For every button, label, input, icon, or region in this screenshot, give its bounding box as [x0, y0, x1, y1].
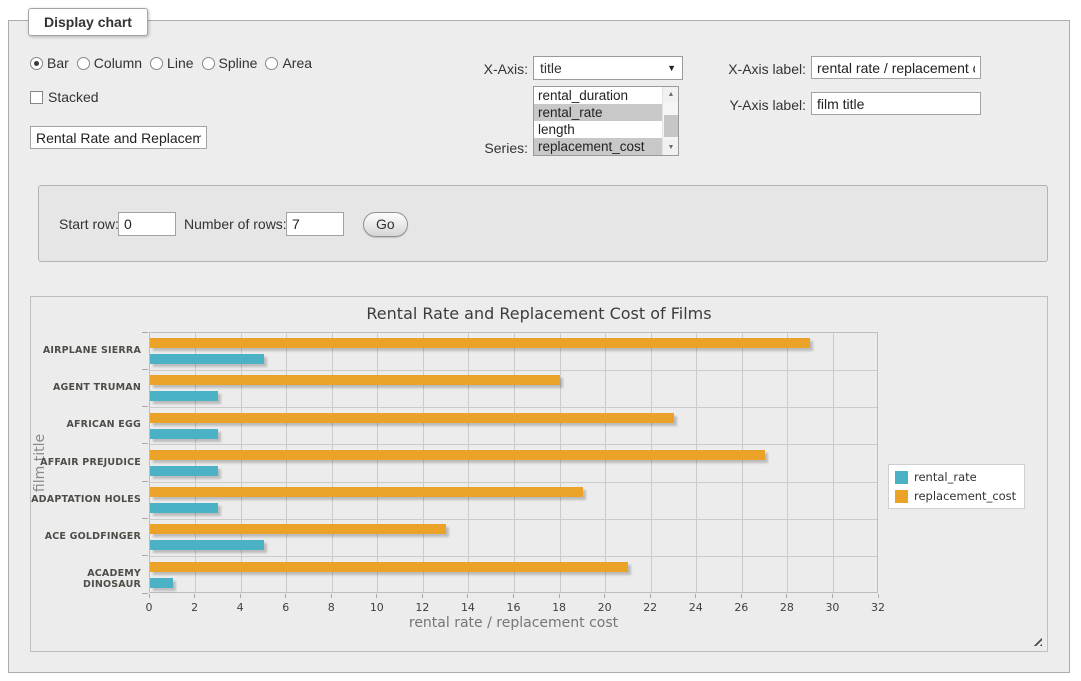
x-tick-label: 2: [180, 601, 210, 614]
radio-option-label: Spline: [219, 55, 258, 71]
y-tick-mark: [142, 555, 148, 556]
x-tick-label: 6: [271, 601, 301, 614]
legend-item-rental_rate: rental_rate: [895, 470, 1016, 484]
xaxis-select-label: X-Axis:: [456, 61, 528, 77]
x-axis-title: rental rate / replacement cost: [149, 615, 878, 631]
series-multiselect[interactable]: rental_durationrental_ratelengthreplacem…: [533, 86, 679, 156]
stacked-checkbox[interactable]: [30, 91, 43, 104]
go-button[interactable]: Go: [363, 212, 408, 237]
x-tick-label: 28: [772, 601, 802, 614]
series-option-length[interactable]: length: [534, 121, 678, 138]
legend-swatch: [895, 490, 908, 503]
x-tick-mark: [878, 594, 879, 598]
series-scrollbar[interactable]: ▲ ▼: [662, 87, 678, 155]
legend-swatch: [895, 471, 908, 484]
x-tick-mark: [786, 594, 787, 598]
x-tick-label: 30: [817, 601, 847, 614]
chart-type-option-spline[interactable]: Spline: [202, 55, 258, 71]
xaxis-label-input[interactable]: [811, 56, 981, 79]
x-tick-label: 0: [134, 601, 164, 614]
scrollbar-thumb[interactable]: [664, 115, 678, 137]
radio-option-label: Bar: [47, 55, 69, 71]
x-tick-mark: [331, 594, 332, 598]
xaxis-select[interactable]: title ▼: [533, 56, 683, 80]
yaxis-label-input[interactable]: [811, 92, 981, 115]
x-tick-label: 32: [863, 601, 893, 614]
series-option-rental_rate[interactable]: rental_rate: [534, 104, 678, 121]
x-tick-label: 20: [590, 601, 620, 614]
x-tick-label: 14: [453, 601, 483, 614]
radio-icon[interactable]: [202, 57, 215, 70]
fieldset-legend: Display chart: [28, 8, 148, 36]
chart-type-option-bar[interactable]: Bar: [30, 55, 69, 71]
x-tick-label: 18: [544, 601, 574, 614]
x-tick-mark: [513, 594, 514, 598]
chevron-down-icon: ▼: [667, 63, 676, 73]
x-tick-mark: [194, 594, 195, 598]
series-options: rental_durationrental_ratelengthreplacem…: [534, 87, 678, 155]
stacked-label: Stacked: [48, 89, 99, 105]
radio-option-label: Line: [167, 55, 193, 71]
chart-type-option-line[interactable]: Line: [150, 55, 193, 71]
number-of-rows-input[interactable]: [286, 212, 344, 236]
radio-icon[interactable]: [265, 57, 278, 70]
x-tick-mark: [695, 594, 696, 598]
start-row-input[interactable]: [118, 212, 176, 236]
x-tick-mark: [240, 594, 241, 598]
xaxis-select-value: title: [540, 60, 667, 76]
scroll-up-icon[interactable]: ▲: [663, 87, 679, 102]
chart-legend: rental_rate replacement_cost: [888, 464, 1025, 509]
radio-option-label: Area: [282, 55, 312, 71]
x-tick-mark: [149, 594, 150, 598]
x-tick-mark: [832, 594, 833, 598]
radio-icon[interactable]: [150, 57, 163, 70]
x-tick-label: 12: [407, 601, 437, 614]
x-tick-mark: [467, 594, 468, 598]
y-tick-mark: [142, 518, 148, 519]
x-tick-label: 22: [635, 601, 665, 614]
x-tick-mark: [604, 594, 605, 598]
series-option-rental_duration[interactable]: rental_duration: [534, 87, 678, 104]
x-tick-mark: [422, 594, 423, 598]
x-tick-label: 10: [362, 601, 392, 614]
chart-type-option-column[interactable]: Column: [77, 55, 142, 71]
x-tick-label: 26: [726, 601, 756, 614]
series-select-label: Series:: [456, 140, 528, 156]
legend-label: replacement_cost: [914, 489, 1016, 503]
x-tick-label: 16: [499, 601, 529, 614]
x-tick-label: 24: [681, 601, 711, 614]
y-tick-mark: [142, 369, 148, 370]
xaxis-label-caption: X-Axis label:: [712, 61, 806, 77]
radio-icon[interactable]: [77, 57, 90, 70]
x-tick-label: 8: [316, 601, 346, 614]
y-tick-mark: [142, 443, 148, 444]
x-tick-label: 4: [225, 601, 255, 614]
chart-title-input[interactable]: [30, 126, 207, 149]
x-tick-mark: [285, 594, 286, 598]
chart-type-radiogroup: Bar Column Line Spline Area: [30, 55, 312, 71]
number-of-rows-label: Number of rows:: [184, 216, 287, 232]
chart-type-option-area[interactable]: Area: [265, 55, 312, 71]
series-option-replacement_cost[interactable]: replacement_cost: [534, 138, 678, 155]
y-tick-mark: [142, 481, 148, 482]
y-tick-mark: [142, 593, 148, 594]
stacked-checkbox-row[interactable]: Stacked: [30, 89, 99, 105]
x-tick-mark: [650, 594, 651, 598]
radio-option-label: Column: [94, 55, 142, 71]
legend-item-replacement_cost: replacement_cost: [895, 489, 1016, 503]
scroll-down-icon[interactable]: ▼: [663, 140, 679, 155]
y-tick-mark: [142, 332, 148, 333]
row-range-box: Start row: Number of rows: Go: [38, 185, 1048, 262]
x-tick-mark: [376, 594, 377, 598]
y-tick-mark: [142, 406, 148, 407]
legend-label: rental_rate: [914, 470, 977, 484]
x-tick-mark: [559, 594, 560, 598]
yaxis-label-caption: Y-Axis label:: [712, 97, 806, 113]
radio-icon[interactable]: [30, 57, 43, 70]
chart-container: Rental Rate and Replacement Cost of Film…: [30, 296, 1048, 652]
x-tick-mark: [741, 594, 742, 598]
start-row-label: Start row:: [59, 216, 119, 232]
